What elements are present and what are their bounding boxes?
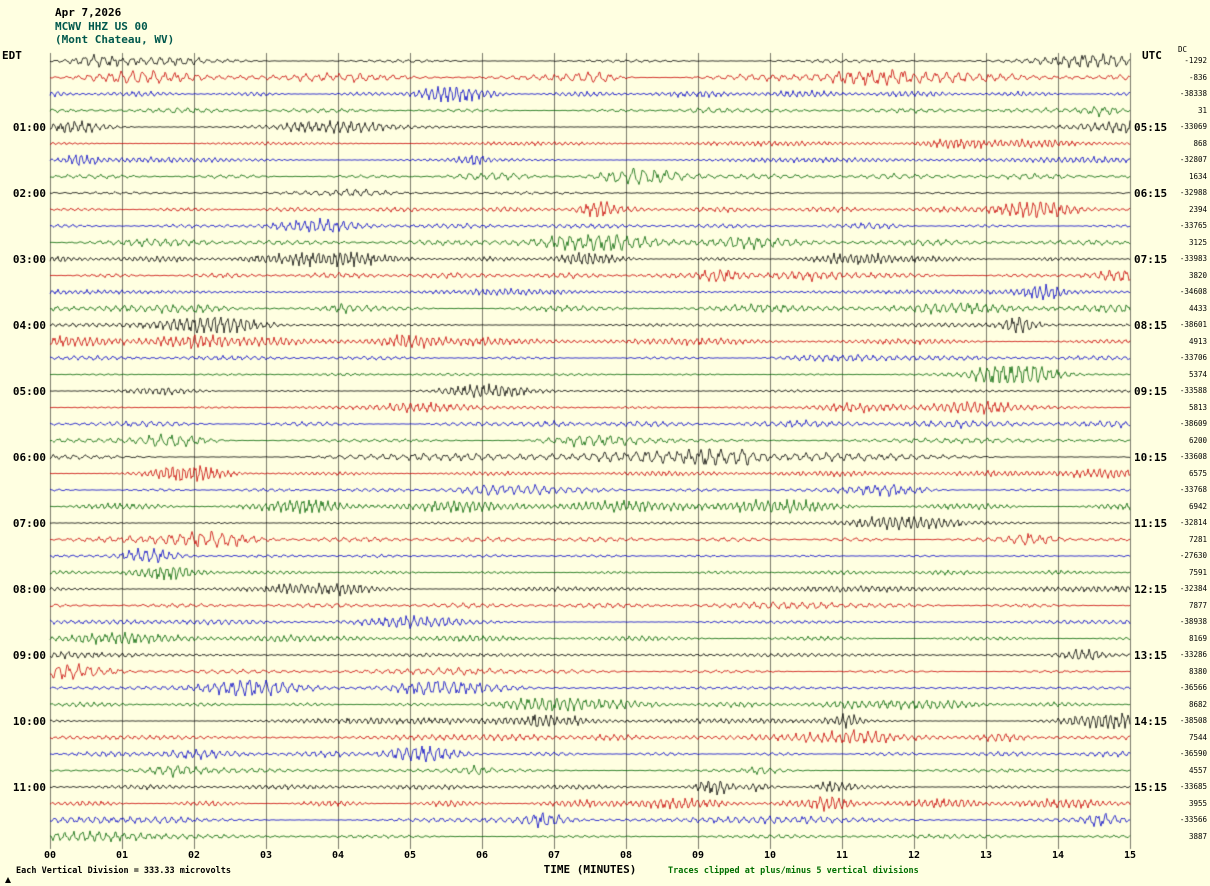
dc-offset-value: 7281: [1188, 534, 1207, 544]
edt-hour-label: 10:00: [12, 715, 46, 728]
dc-offset-value: -33286: [1179, 650, 1207, 659]
x-tick-label: 15: [1123, 850, 1137, 861]
dc-offset-value: -32814: [1179, 518, 1207, 527]
x-tick-label: 13: [979, 850, 993, 861]
edt-hour-label: 03:00: [12, 253, 46, 266]
dc-offset-value: -33685: [1179, 782, 1207, 791]
dc-offset-value: -38938: [1179, 617, 1207, 626]
x-tick-label: 07: [547, 850, 561, 861]
x-tick-label: 02: [187, 850, 201, 861]
dc-offset-value: -33765: [1179, 221, 1207, 230]
dc-offset-value: 7591: [1188, 567, 1207, 577]
x-tick-label: 03: [259, 850, 273, 861]
edt-hour-label: 08:00: [12, 583, 46, 596]
dc-offset-value: -1292: [1184, 56, 1207, 65]
x-tick-label: 11: [835, 850, 849, 861]
x-tick-label: 09: [691, 850, 705, 861]
dc-offset-value: 3820: [1188, 270, 1207, 280]
corner-mark: [5, 877, 11, 883]
dc-offset-value: 7544: [1188, 732, 1207, 742]
header-location: (Mont Chateau, WV): [55, 33, 175, 46]
dc-offset-value: -38508: [1179, 716, 1207, 725]
dc-offset-value: -38609: [1179, 419, 1207, 428]
edt-hour-label: 06:00: [12, 451, 46, 464]
right-timezone-label: UTC: [1142, 49, 1162, 62]
dc-offset-value: 4433: [1188, 303, 1207, 313]
dc-offset-value: 7877: [1188, 600, 1207, 610]
dc-offset-value: 31: [1197, 105, 1207, 115]
left-timezone-label: EDT: [2, 49, 22, 62]
utc-hour-label: 07:15: [1134, 253, 1168, 266]
header-station: MCWV HHZ US 00: [55, 19, 148, 33]
dc-offset-value: 5813: [1188, 402, 1207, 412]
dc-offset-value: -33588: [1179, 386, 1207, 395]
utc-hour-label: 05:15: [1134, 121, 1168, 134]
x-tick-label: 04: [331, 850, 345, 861]
utc-hour-label: 12:15: [1134, 583, 1168, 596]
dc-offset-value: 1634: [1188, 171, 1207, 181]
dc-offset-value: -32988: [1179, 188, 1207, 197]
x-tick-label: 12: [907, 850, 921, 861]
utc-hour-label: 08:15: [1134, 319, 1168, 332]
header-date: Apr 7,2026: [55, 6, 122, 19]
utc-hour-label: 13:15: [1134, 649, 1168, 662]
dc-offset-value: 4913: [1188, 336, 1207, 346]
dc-column-header: DC: [1178, 45, 1188, 54]
dc-offset-value: -34608: [1179, 287, 1207, 296]
x-axis-title: TIME (MINUTES): [543, 863, 637, 876]
dc-offset-value: -33768: [1179, 485, 1207, 494]
dc-offset-value: -33983: [1179, 254, 1207, 263]
dc-offset-value: -36566: [1179, 683, 1207, 692]
dc-offset-value: -33069: [1179, 122, 1207, 131]
x-tick-label: 14: [1051, 850, 1065, 861]
dc-offset-value: -33706: [1179, 353, 1207, 362]
dc-offset-value: -836: [1188, 72, 1207, 82]
dc-offset-value: -27630: [1179, 551, 1207, 560]
x-tick-label: 05: [403, 850, 417, 861]
dc-offset-value: 3955: [1188, 798, 1207, 808]
edt-hour-label: 01:00: [12, 121, 46, 134]
utc-hour-label: 11:15: [1134, 517, 1168, 530]
edt-hour-label: 11:00: [12, 781, 46, 794]
dc-offset-value: -32384: [1179, 584, 1207, 593]
dc-offset-value: -33566: [1179, 815, 1207, 824]
dc-offset-value: -32807: [1179, 155, 1207, 164]
utc-hour-label: 06:15: [1134, 187, 1168, 200]
dc-offset-value: 5374: [1188, 369, 1207, 379]
utc-hour-label: 10:15: [1134, 451, 1168, 464]
clip-note: Traces clipped at plus/minus 5 vertical …: [668, 866, 919, 876]
dc-offset-value: -38601: [1179, 320, 1207, 329]
utc-hour-label: 09:15: [1134, 385, 1168, 398]
dc-offset-value: 8169: [1188, 633, 1207, 643]
dc-offset-value: 868: [1193, 138, 1207, 148]
dc-offset-value: 8682: [1188, 699, 1207, 709]
x-tick-label: 10: [763, 850, 777, 861]
dc-offset-value: 3887: [1188, 831, 1207, 841]
dc-offset-value: 3125: [1188, 237, 1207, 247]
utc-hour-label: 14:15: [1134, 715, 1168, 728]
dc-offset-value: 2394: [1188, 204, 1207, 214]
edt-hour-label: 09:00: [12, 649, 46, 662]
dc-offset-value: -33608: [1179, 452, 1207, 461]
x-tick-label: 08: [619, 850, 633, 861]
dc-offset-value: 6575: [1188, 468, 1207, 478]
dc-offset-value: 6942: [1188, 501, 1207, 511]
x-tick-label: 00: [43, 850, 57, 861]
dc-offset-value: 8380: [1188, 666, 1207, 676]
dc-offset-value: -36590: [1179, 749, 1207, 758]
scale-note: Each Vertical Division = 333.33 microvol…: [16, 866, 231, 876]
dc-offset-value: -38338: [1179, 89, 1207, 98]
dc-offset-value: 4557: [1188, 765, 1207, 775]
dc-offset-value: 6200: [1188, 435, 1207, 445]
edt-hour-label: 07:00: [12, 517, 46, 530]
x-tick-label: 06: [475, 850, 489, 861]
edt-hour-label: 05:00: [12, 385, 46, 398]
edt-hour-label: 02:00: [12, 187, 46, 200]
x-tick-label: 01: [115, 850, 129, 861]
edt-hour-label: 04:00: [12, 319, 46, 332]
header: Apr 7,2026 MCWV HHZ US 00 (Mont Chateau,…: [55, 6, 174, 47]
utc-hour-label: 15:15: [1134, 781, 1168, 794]
